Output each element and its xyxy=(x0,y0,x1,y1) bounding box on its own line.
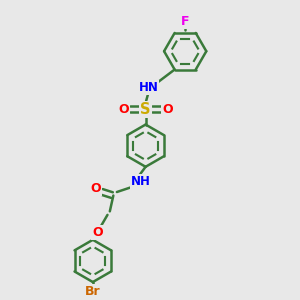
Text: O: O xyxy=(90,182,101,195)
Text: O: O xyxy=(162,103,173,116)
Text: O: O xyxy=(118,103,129,116)
Text: Br: Br xyxy=(85,285,100,298)
Text: NH: NH xyxy=(131,175,151,188)
Text: O: O xyxy=(92,226,103,239)
Text: S: S xyxy=(140,102,151,117)
Text: F: F xyxy=(181,15,189,28)
Text: HN: HN xyxy=(139,81,158,94)
